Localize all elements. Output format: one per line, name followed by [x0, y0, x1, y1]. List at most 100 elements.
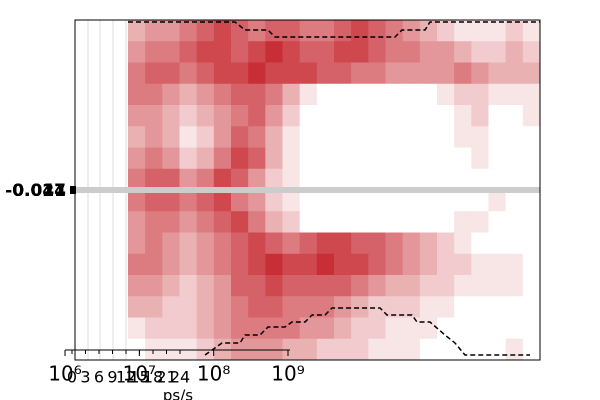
heatmap-cell: [213, 62, 232, 85]
heatmap-cell: [488, 296, 507, 318]
heatmap-cell: [402, 275, 421, 297]
heatmap-cell: [282, 105, 301, 127]
heatmap-cell: [213, 105, 232, 127]
heatmap-cell: [402, 41, 421, 63]
heatmap-cell: [162, 168, 180, 191]
heatmap-cell: [231, 296, 249, 318]
heatmap-cell: [299, 62, 318, 85]
heatmap-cell: [179, 296, 198, 318]
heatmap-cell: [231, 126, 249, 148]
heatmap-cell: [385, 338, 404, 361]
heatmap-cell: [368, 317, 386, 340]
heatmap-cell: [351, 211, 369, 233]
heatmap-cell: [299, 211, 318, 233]
heatmap-cell: [316, 168, 335, 191]
heatmap-cell: [454, 338, 472, 361]
heatmap-cell: [419, 126, 438, 148]
heatmap-cell: [162, 211, 180, 233]
x-axis-label: ps/s: [163, 387, 193, 400]
heatmap-cell: [351, 83, 369, 106]
heatmap-cell: [231, 190, 249, 212]
heatmap-cell: [505, 232, 524, 255]
heatmap-cell: [471, 126, 489, 148]
heatmap-cell: [454, 253, 472, 276]
heatmap-cell: [334, 190, 352, 212]
heatmap-cell: [488, 83, 507, 106]
heatmap-cell: [128, 147, 146, 170]
heatmap-cell: [162, 147, 180, 170]
heatmap-cell: [145, 317, 163, 340]
heatmap-cell: [351, 275, 369, 297]
heatmap-cell: [402, 317, 421, 340]
heatmap-cell: [282, 83, 301, 106]
heatmap-cell: [145, 62, 163, 85]
heatmap-cell: [248, 41, 266, 63]
heatmap-cell: [505, 20, 524, 42]
heatmap-cell: [316, 190, 335, 212]
heatmap-cell: [282, 296, 301, 318]
heatmap-cell: [505, 105, 524, 127]
heatmap-cell: [437, 253, 455, 276]
heatmap-cell: [471, 190, 489, 212]
heatmap-cell: [522, 253, 541, 276]
y-tick-label: 0.024: [12, 181, 66, 201]
heatmap-cell: [334, 147, 352, 170]
heatmap-cell: [128, 296, 146, 318]
heatmap-cell: [282, 147, 301, 170]
heatmap-cell: [351, 41, 369, 63]
mask-bottom: [204, 307, 530, 356]
heatmap-cell: [505, 41, 524, 63]
heatmap-cell: [265, 211, 283, 233]
heatmap-cell: [265, 168, 283, 191]
heatmap-cell: [316, 211, 335, 233]
heatmap-cell: [213, 317, 232, 340]
heatmap-cell: [437, 62, 455, 85]
heatmap-cell: [179, 253, 198, 276]
heatmap-cell: [437, 41, 455, 63]
heatmap-cell: [248, 232, 266, 255]
heatmap-cell: [488, 126, 507, 148]
heatmap-cell: [505, 296, 524, 318]
heatmap-cell: [351, 338, 369, 361]
heatmap-cell: [128, 62, 146, 85]
heatmap-cell: [351, 62, 369, 85]
heatmap-cell: [385, 317, 404, 340]
heatmap-cell: [128, 41, 146, 63]
heatmap-cell: [385, 147, 404, 170]
heatmap-cell: [248, 20, 266, 42]
heatmap-cell: [179, 126, 198, 148]
heatmap-cell: [402, 253, 421, 276]
heatmap-cell: [162, 126, 180, 148]
heatmap-cell: [334, 317, 352, 340]
heatmap-cell: [334, 211, 352, 233]
heatmap-cell: [368, 168, 386, 191]
heatmap-cell: [402, 168, 421, 191]
heatmap-cell: [454, 211, 472, 233]
heatmap-cell: [488, 253, 507, 276]
heatmap-cell: [402, 105, 421, 127]
heatmap-cell: [179, 317, 198, 340]
heatmap-cell: [488, 275, 507, 297]
heatmap-cell: [437, 105, 455, 127]
heatmap-cell: [368, 338, 386, 361]
heatmap-cell: [522, 232, 541, 255]
heatmap-cell: [316, 296, 335, 318]
heatmap-cell: [471, 20, 489, 42]
heatmap-cell: [179, 83, 198, 106]
heatmap-cell: [402, 62, 421, 85]
heatmap-cell: [179, 275, 198, 297]
heatmap-cell: [488, 338, 507, 361]
heatmap-cell: [299, 147, 318, 170]
heatmap-cell: [368, 105, 386, 127]
heatmap-cell: [437, 296, 455, 318]
heatmap-cell: [213, 211, 232, 233]
heatmap-cell: [265, 20, 283, 42]
heatmap-cell: [368, 296, 386, 318]
heatmap-cell: [351, 253, 369, 276]
heatmap-cell: [213, 147, 232, 170]
heatmap-cell: [145, 232, 163, 255]
heatmap-cell: [179, 168, 198, 191]
heatmap-cell: [145, 296, 163, 318]
heatmap-cell: [385, 83, 404, 106]
heatmap-cell: [505, 253, 524, 276]
